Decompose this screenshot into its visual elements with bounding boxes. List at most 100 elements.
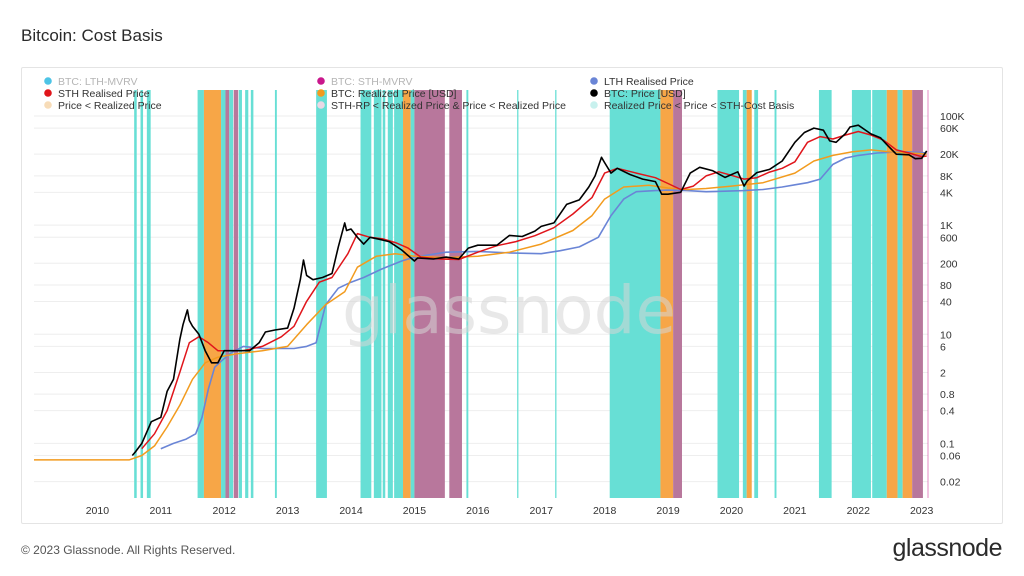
- regime-band-teal: [774, 90, 777, 498]
- page-title: Bitcoin: Cost Basis: [21, 26, 163, 45]
- regime-band-teal: [245, 90, 249, 498]
- y-tick-label: 0.4: [940, 406, 955, 418]
- copyright-text: © 2023 Glassnode. All Rights Reserved.: [21, 543, 236, 557]
- y-tick-label: 60K: [940, 123, 959, 135]
- legend-label: BTC: LTH-MVRV: [58, 76, 138, 88]
- legend-label: STH-RP < Realized Price & Price < Realiz…: [331, 100, 566, 112]
- regime-band-teal: [851, 90, 871, 498]
- legend-label: BTC: STH-MVRV: [331, 76, 412, 88]
- x-tick-label: 2010: [86, 505, 110, 517]
- series-line: [131, 124, 928, 457]
- regime-band-teal: [410, 90, 415, 498]
- x-tick-label: 2019: [656, 505, 680, 517]
- legend-swatch: [44, 89, 52, 97]
- y-tick-label: 200: [940, 258, 958, 270]
- regime-band-teal: [360, 90, 372, 498]
- y-tick-label: 0.1: [940, 438, 955, 450]
- x-tick-label: 2018: [593, 505, 617, 517]
- legend-swatch: [44, 101, 52, 109]
- legend-label: Realized Price < Price < STH-Cost Basis: [604, 100, 794, 112]
- x-tick-label: 2011: [150, 505, 173, 517]
- regime-band-teal: [238, 90, 242, 498]
- y-tick-label: 100K: [940, 111, 965, 123]
- legend-item: Price < Realized Price: [44, 100, 162, 112]
- y-tick-label: 1K: [940, 220, 953, 232]
- legend-item: STH-RP < Realized Price & Price < Realiz…: [317, 100, 566, 112]
- regime-band-teal: [229, 90, 234, 498]
- y-tick-label: 2: [940, 367, 946, 379]
- regime-band-teal: [555, 90, 557, 498]
- y-tick-label: 6: [940, 341, 946, 353]
- legend-item: Realized Price < Price < STH-Cost Basis: [590, 100, 794, 112]
- legend-swatch: [317, 101, 325, 109]
- regime-band-teal: [221, 90, 226, 498]
- legend-item: BTC: Price [USD]: [590, 88, 686, 100]
- regime-band-teal: [517, 90, 519, 498]
- legend-label: STH Realised Price: [58, 88, 150, 100]
- x-tick-label: 2013: [276, 505, 300, 517]
- legend-swatch: [590, 89, 598, 97]
- y-tick-label: 80: [940, 280, 952, 292]
- regime-band-teal: [387, 90, 393, 498]
- legend-item: BTC: LTH-MVRV: [44, 76, 138, 88]
- x-tick-label: 2023: [910, 505, 934, 517]
- regime-band-teal: [742, 90, 747, 498]
- regime-band-teal: [897, 90, 903, 498]
- y-tick-label: 8K: [940, 171, 953, 183]
- y-tick-label: 0.06: [940, 451, 961, 463]
- regime-band-purple: [912, 90, 923, 498]
- regime-band-purple: [673, 90, 682, 498]
- regime-band-teal: [140, 90, 144, 498]
- legend-item: BTC: Realized Price [USD]: [317, 88, 457, 100]
- regime-band-teal: [197, 90, 204, 498]
- y-tick-label: 0.02: [940, 477, 961, 489]
- x-tick-label: 2020: [720, 505, 744, 517]
- regime-band-teal: [754, 90, 759, 498]
- series-line: [160, 151, 927, 450]
- regime-band-orange: [902, 90, 913, 498]
- legend-swatch: [317, 89, 325, 97]
- regime-band-teal: [146, 90, 151, 498]
- legend-label: Price < Realized Price: [58, 100, 162, 112]
- regime-band-teal: [316, 90, 327, 498]
- regime-band-purple: [449, 90, 462, 498]
- legend-item: STH Realised Price: [44, 88, 150, 100]
- regime-band-teal: [382, 90, 386, 498]
- regime-band-orange: [746, 90, 752, 498]
- legend-swatch: [44, 77, 52, 85]
- regime-band-teal: [274, 90, 277, 498]
- legend-swatch: [317, 77, 325, 85]
- glassnode-logo: glassnode: [892, 534, 1003, 562]
- x-tick-label: 2015: [403, 505, 427, 517]
- x-tick-label: 2022: [847, 505, 871, 517]
- x-tick-label: 2021: [783, 505, 807, 517]
- regime-band-orange: [660, 90, 674, 498]
- regime-band-teal: [250, 90, 254, 498]
- regime-band-orange: [203, 90, 222, 498]
- legend-label: LTH Realised Price: [604, 76, 694, 88]
- regime-band-purple: [414, 90, 445, 498]
- cost-basis-chart: glassnode100K60K20K8K4K1K600200804010620…: [34, 76, 965, 517]
- x-tick-label: 2014: [339, 505, 363, 517]
- y-tick-label: 40: [940, 296, 952, 308]
- legend-item: LTH Realised Price: [590, 76, 694, 88]
- x-tick-label: 2012: [213, 505, 237, 517]
- regime-band-teal: [394, 90, 404, 498]
- y-tick-label: 600: [940, 232, 958, 244]
- regime-band-orange: [403, 90, 411, 498]
- glassnode-watermark: glassnode: [342, 272, 676, 349]
- regime-band-purple: [233, 90, 239, 498]
- regime-band-teal: [872, 90, 887, 498]
- legend-label: BTC: Price [USD]: [604, 88, 686, 100]
- regime-band-teal: [373, 90, 382, 498]
- y-tick-label: 20K: [940, 149, 959, 161]
- chart-panel: glassnode 100K 60K 20K 8K 4K 1K 600 200 80 40 10 6 2 0…: [21, 67, 1003, 524]
- regime-band-purple: [225, 90, 230, 498]
- y-tick-label: 4K: [940, 187, 953, 199]
- legend-swatch: [590, 77, 598, 85]
- y-tick-label: 10: [940, 329, 952, 341]
- regime-band-orange: [886, 90, 898, 498]
- regime-band-teal: [466, 90, 469, 498]
- regime-band-teal: [818, 90, 832, 498]
- regime-band-teal: [134, 90, 137, 498]
